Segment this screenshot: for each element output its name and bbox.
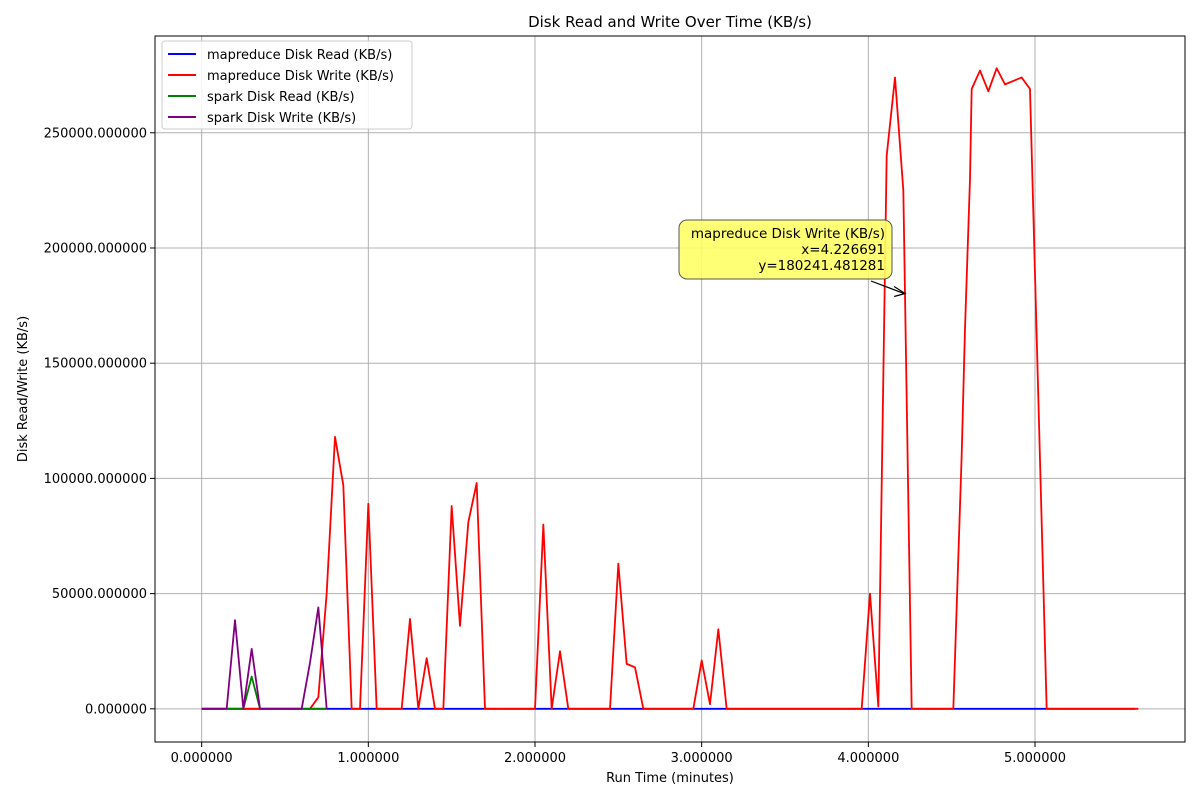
tooltip-line: mapreduce Disk Write (KB/s) [691, 226, 885, 242]
legend-label: spark Disk Write (KB/s) [207, 111, 356, 126]
legend-entry[interactable]: mapreduce Disk Read (KB/s) [168, 48, 392, 63]
y-tick-label: 0.000000 [85, 702, 147, 717]
legend-entry[interactable]: mapreduce Disk Write (KB/s) [168, 69, 394, 84]
y-tick-label: 100000.000000 [44, 472, 147, 487]
legend-label: spark Disk Read (KB/s) [207, 90, 355, 105]
y-tick-label: 50000.000000 [52, 587, 147, 602]
y-tick-label: 200000.000000 [44, 241, 147, 256]
series-line [201, 675, 327, 710]
legend-label: mapreduce Disk Read (KB/s) [207, 48, 392, 63]
tooltip-arrow [870, 280, 905, 295]
data-tooltip: mapreduce Disk Write (KB/s)x=4.226691y=1… [678, 219, 907, 298]
legend-entry[interactable]: spark Disk Write (KB/s) [168, 111, 356, 126]
series-line [201, 67, 1139, 710]
x-tick-label: 5.000000 [1004, 751, 1066, 766]
y-axis-label: Disk Read/Write (KB/s) [16, 316, 31, 462]
y-tick-label: 150000.000000 [44, 357, 147, 372]
tooltip-arrowhead [893, 286, 907, 298]
plot-series [201, 67, 1139, 710]
legend-box [161, 40, 413, 130]
tooltip-line: x=4.226691 [801, 242, 885, 258]
x-tick-label: 3.000000 [671, 751, 733, 766]
legend-label: mapreduce Disk Write (KB/s) [207, 69, 394, 84]
plot-frame [154, 35, 1186, 743]
x-tick-label: 0.000000 [171, 751, 233, 766]
grid [155, 36, 1185, 742]
x-tick-label: 2.000000 [504, 751, 566, 766]
legend[interactable]: mapreduce Disk Read (KB/s) mapreduce Disk… [161, 40, 413, 130]
x-tick-label: 1.000000 [337, 751, 399, 766]
x-axis-label: Run Time (minutes) [606, 771, 734, 786]
chart-title: Disk Read and Write Over Time (KB/s) [528, 13, 812, 31]
tooltip-line: y=180241.481281 [758, 258, 885, 274]
tooltip-box [678, 219, 893, 280]
series-line [201, 606, 328, 710]
axis-ticks: 0.000000 1.000000 2.000000 3.000000 4.000000… [44, 126, 1066, 766]
x-tick-label: 4.000000 [837, 751, 899, 766]
legend-entry[interactable]: spark Disk Read (KB/s) [168, 90, 355, 105]
y-tick-label: 250000.000000 [44, 126, 147, 141]
